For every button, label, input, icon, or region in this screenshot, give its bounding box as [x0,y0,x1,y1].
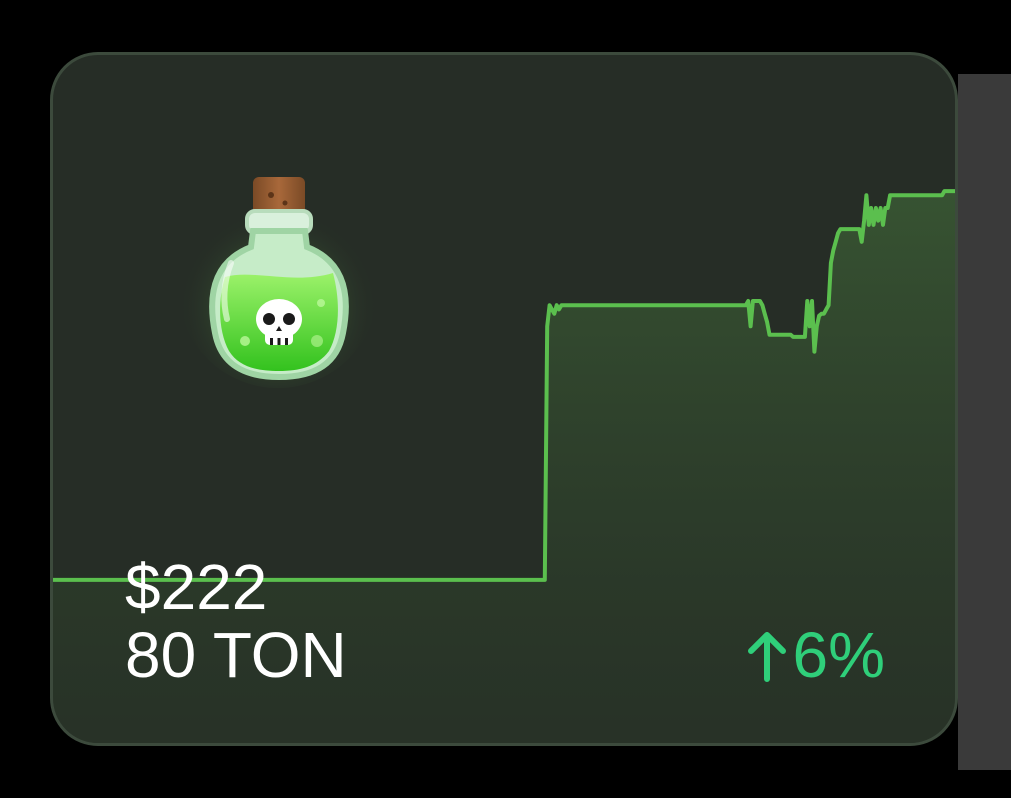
chart-series-line [53,189,955,582]
gift-price-card[interactable]: $222 80 TON 6% [50,52,958,746]
price-ton: 80 TON [125,619,347,691]
skull-icon [256,299,302,345]
price-chart [53,189,955,743]
poison-potion-icon [178,177,378,388]
background-shadow [958,74,1011,770]
arrow-up-icon [747,632,786,682]
chart-area-fill [53,191,955,743]
price-change-value: 6% [792,619,886,691]
price-change: 6% [745,619,886,691]
price-block: $222 80 TON [125,555,347,687]
price-usd: $222 [125,551,268,623]
